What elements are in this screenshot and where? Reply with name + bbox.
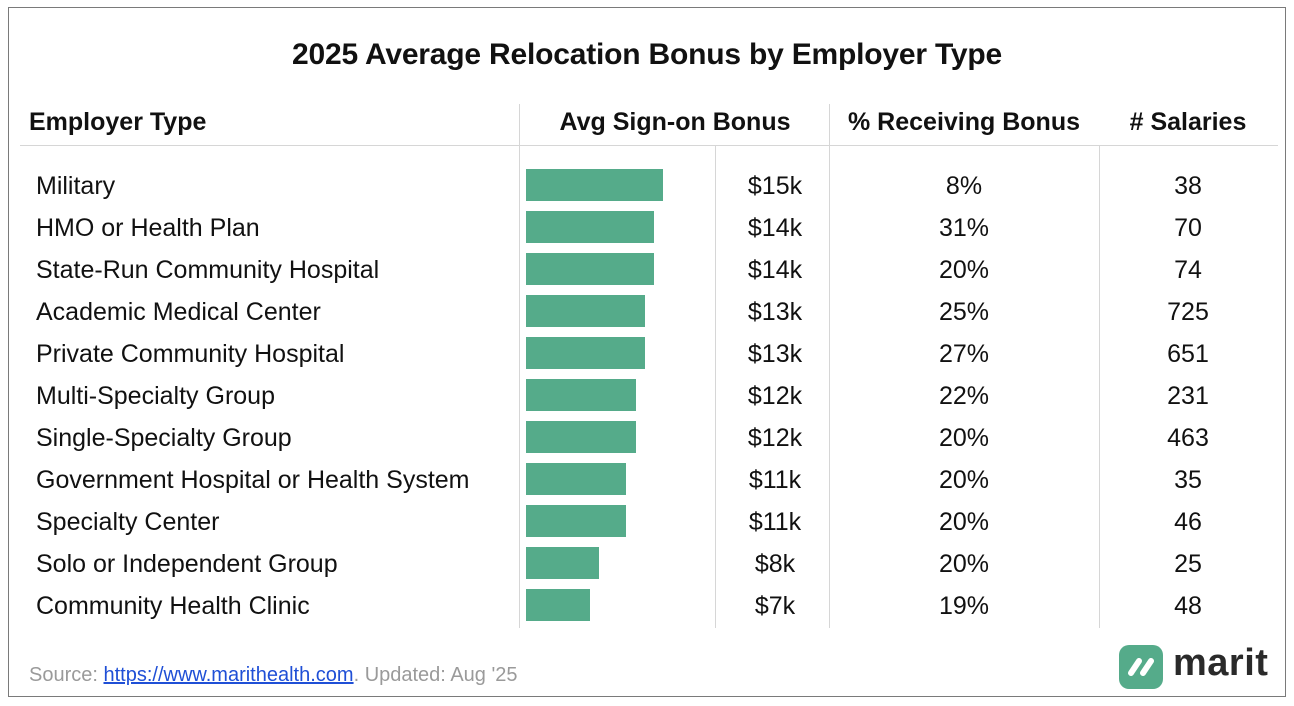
pct-receiving-value: 22%	[938, 382, 990, 410]
num-salaries-value: 48	[1174, 592, 1202, 620]
column-divider	[715, 146, 716, 628]
table-row: Specialty Center $11k 20% 46	[0, 501, 1294, 543]
bonus-value-label: $11k	[748, 466, 802, 494]
bonus-value-label: $12k	[747, 424, 803, 452]
pct-receiving-value: 31%	[938, 214, 990, 242]
footer-source: Source: https://www.marithealth.com. Upd…	[29, 664, 518, 687]
employer-type-label: Specialty Center	[36, 508, 220, 536]
header-pct-receiving: % Receiving Bonus	[848, 108, 1080, 136]
num-salaries-value: 46	[1174, 508, 1202, 536]
column-divider	[829, 104, 830, 628]
pct-receiving-value: 20%	[938, 550, 990, 578]
bonus-bar	[526, 379, 636, 411]
pct-receiving-value: 20%	[938, 508, 990, 536]
employer-type-label: Single-Specialty Group	[36, 424, 292, 452]
bonus-bar	[526, 547, 599, 579]
header-avg-bonus: Avg Sign-on Bonus	[559, 108, 791, 136]
table-row: Solo or Independent Group $8k 20% 25	[0, 543, 1294, 585]
header-divider	[20, 145, 1278, 146]
num-salaries-value: 231	[1167, 382, 1209, 410]
pct-receiving-value: 20%	[938, 424, 990, 452]
marit-logo-text: marit	[1173, 642, 1269, 684]
table-row: Government Hospital or Health System $11k…	[0, 459, 1294, 501]
bonus-value-label: $14k	[747, 256, 803, 284]
table-row: Military $15k 8% 38	[0, 165, 1294, 207]
column-divider	[519, 104, 520, 628]
bonus-bar	[526, 253, 654, 285]
pct-receiving-value: 25%	[938, 298, 990, 326]
employer-type-label: Solo or Independent Group	[36, 550, 338, 578]
table-row: Academic Medical Center $13k 25% 725	[0, 291, 1294, 333]
bonus-value-label: $14k	[747, 214, 803, 242]
employer-type-label: Multi-Specialty Group	[36, 382, 275, 410]
pct-receiving-value: 20%	[938, 466, 990, 494]
bonus-bar	[526, 337, 645, 369]
header-num-salaries: # Salaries	[1129, 108, 1247, 136]
bonus-value-label: $11k	[748, 508, 802, 536]
bonus-bar	[526, 463, 626, 495]
bonus-value-label: $7k	[754, 592, 796, 620]
num-salaries-value: 70	[1174, 214, 1202, 242]
marit-logo-icon	[1119, 645, 1163, 689]
table-row: Multi-Specialty Group $12k 22% 231	[0, 375, 1294, 417]
employer-type-label: HMO or Health Plan	[36, 214, 260, 242]
num-salaries-value: 35	[1174, 466, 1202, 494]
source-label: Source:	[29, 664, 104, 686]
num-salaries-value: 463	[1167, 424, 1209, 452]
chart-frame	[8, 7, 1286, 697]
pct-receiving-value: 8%	[945, 172, 983, 200]
bonus-value-label: $13k	[747, 298, 803, 326]
bonus-bar	[526, 505, 626, 537]
table-row: Private Community Hospital $13k 27% 651	[0, 333, 1294, 375]
table-row: State-Run Community Hospital $14k 20% 74	[0, 249, 1294, 291]
chart-title: 2025 Average Relocation Bonus by Employe…	[292, 38, 1002, 71]
header-employer-type: Employer Type	[29, 108, 207, 136]
bonus-value-label: $15k	[747, 172, 803, 200]
num-salaries-value: 25	[1174, 550, 1202, 578]
employer-type-label: Private Community Hospital	[36, 340, 345, 368]
employer-type-label: State-Run Community Hospital	[36, 256, 380, 284]
num-salaries-value: 74	[1174, 256, 1202, 284]
pct-receiving-value: 27%	[938, 340, 990, 368]
table-row: HMO or Health Plan $14k 31% 70	[0, 207, 1294, 249]
pct-receiving-value: 19%	[938, 592, 990, 620]
employer-type-label: Community Health Clinic	[36, 592, 310, 620]
num-salaries-value: 651	[1167, 340, 1209, 368]
pct-receiving-value: 20%	[938, 256, 990, 284]
column-divider	[1099, 146, 1100, 628]
bonus-value-label: $13k	[747, 340, 803, 368]
bonus-bar	[526, 589, 590, 621]
bonus-value-label: $8k	[754, 550, 796, 578]
employer-type-label: Military	[36, 172, 116, 200]
updated-text: . Updated: Aug '25	[353, 664, 518, 686]
num-salaries-value: 38	[1174, 172, 1202, 200]
bonus-bar	[526, 169, 663, 201]
bonus-bar	[526, 421, 636, 453]
source-link[interactable]: https://www.marithealth.com	[103, 664, 354, 686]
bonus-bar	[526, 211, 654, 243]
num-salaries-value: 725	[1167, 298, 1209, 326]
employer-type-label: Academic Medical Center	[36, 298, 321, 326]
employer-type-label: Government Hospital or Health System	[36, 466, 470, 494]
bonus-value-label: $12k	[747, 382, 803, 410]
table-row: Community Health Clinic $7k 19% 48	[0, 585, 1294, 627]
table-row: Single-Specialty Group $12k 20% 463	[0, 417, 1294, 459]
bonus-bar	[526, 295, 645, 327]
